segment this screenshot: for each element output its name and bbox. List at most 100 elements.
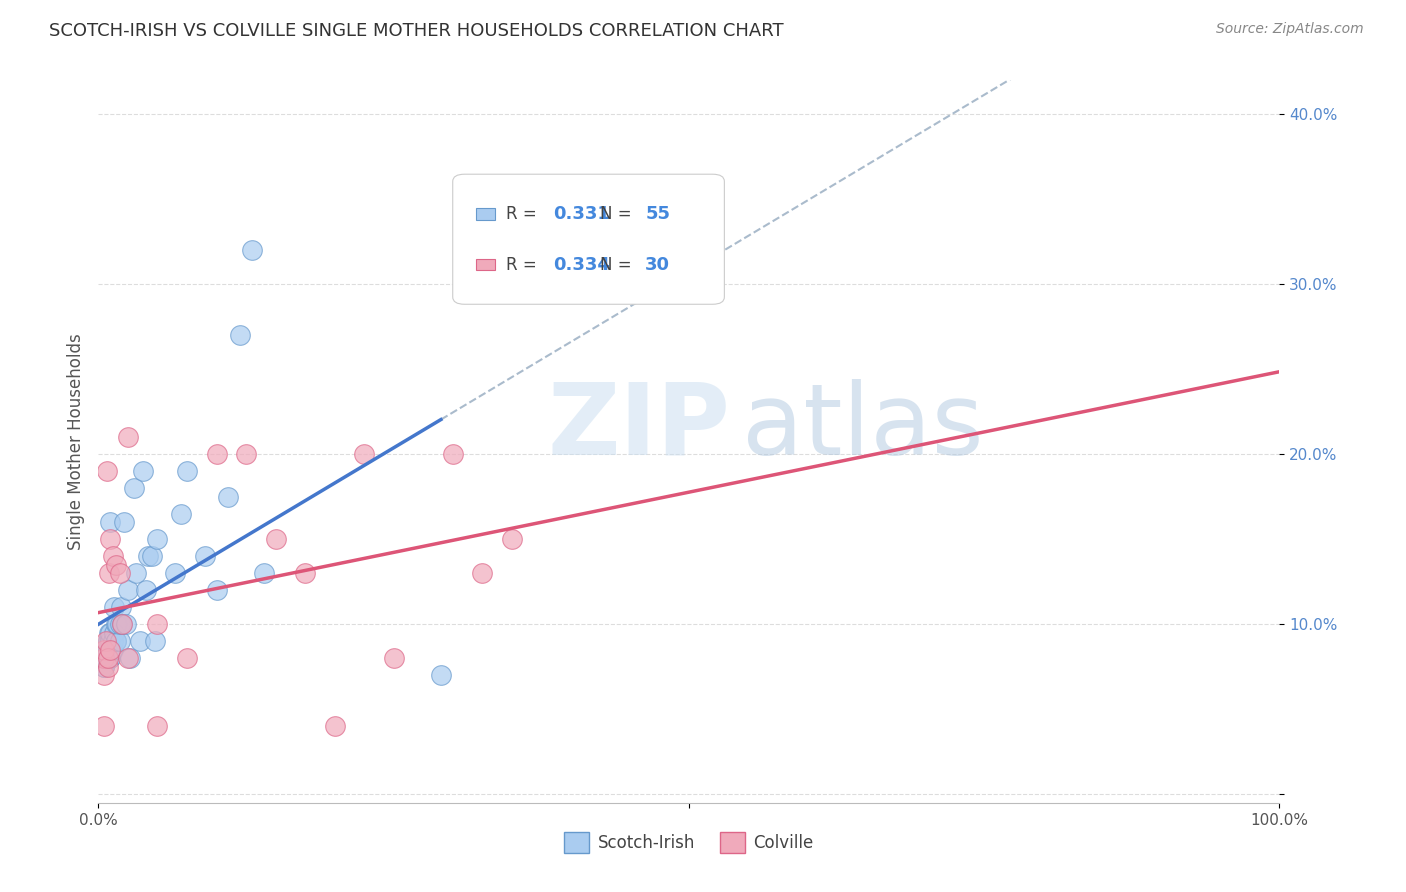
- Point: [93, 660, 115, 674]
- Text: 0.334: 0.334: [553, 255, 610, 274]
- Point: [125, 566, 148, 581]
- Text: 55: 55: [645, 205, 671, 223]
- Point: [93, 668, 115, 682]
- Point: [98, 651, 121, 665]
- Point: [93, 651, 115, 665]
- Point: [93, 651, 115, 665]
- FancyBboxPatch shape: [477, 259, 495, 270]
- Point: [98, 625, 121, 640]
- Text: N =: N =: [600, 205, 637, 223]
- FancyBboxPatch shape: [453, 174, 724, 304]
- Point: [108, 617, 131, 632]
- Point: [122, 481, 145, 495]
- Point: [430, 668, 453, 682]
- Point: [101, 642, 124, 657]
- Point: [323, 719, 346, 733]
- Point: [128, 634, 150, 648]
- Point: [93, 651, 115, 665]
- Text: R =: R =: [506, 205, 541, 223]
- Point: [111, 617, 134, 632]
- Point: [98, 651, 121, 665]
- Point: [176, 464, 198, 478]
- Text: Source: ZipAtlas.com: Source: ZipAtlas.com: [1216, 22, 1364, 37]
- Point: [94, 634, 117, 648]
- Point: [136, 549, 159, 564]
- Text: SCOTCH-IRISH VS COLVILLE SINGLE MOTHER HOUSEHOLDS CORRELATION CHART: SCOTCH-IRISH VS COLVILLE SINGLE MOTHER H…: [49, 22, 783, 40]
- Point: [471, 566, 494, 581]
- Point: [117, 583, 139, 598]
- Point: [111, 617, 134, 632]
- Point: [93, 642, 115, 657]
- Point: [105, 617, 128, 632]
- Point: [105, 617, 128, 632]
- Text: 30: 30: [645, 255, 671, 274]
- Point: [96, 464, 118, 478]
- Point: [194, 549, 217, 564]
- Point: [98, 516, 121, 530]
- Point: [264, 533, 287, 547]
- Point: [501, 533, 523, 547]
- Point: [441, 447, 464, 461]
- Point: [94, 651, 117, 665]
- Point: [97, 660, 120, 674]
- Point: [141, 549, 163, 564]
- Legend: Scotch-Irish, Colville: Scotch-Irish, Colville: [558, 826, 820, 860]
- Point: [229, 328, 252, 343]
- Point: [98, 634, 121, 648]
- Point: [101, 634, 124, 648]
- Point: [93, 651, 115, 665]
- Point: [240, 244, 263, 258]
- Point: [94, 642, 117, 657]
- Point: [98, 642, 121, 657]
- Point: [110, 600, 132, 615]
- Point: [170, 507, 193, 521]
- Text: N =: N =: [600, 255, 637, 274]
- Point: [112, 516, 135, 530]
- Point: [93, 642, 115, 657]
- Point: [98, 634, 121, 648]
- Point: [135, 583, 157, 598]
- Y-axis label: Single Mother Households: Single Mother Households: [66, 334, 84, 549]
- Point: [117, 651, 139, 665]
- Text: ZIP: ZIP: [547, 378, 730, 475]
- Point: [97, 642, 120, 657]
- Point: [353, 447, 375, 461]
- Point: [98, 625, 121, 640]
- Point: [205, 583, 228, 598]
- Point: [97, 634, 120, 648]
- Point: [120, 651, 142, 665]
- Point: [101, 549, 124, 564]
- Point: [108, 566, 131, 581]
- Point: [294, 566, 316, 581]
- FancyBboxPatch shape: [477, 208, 495, 219]
- Point: [146, 617, 169, 632]
- Text: 0.331: 0.331: [553, 205, 610, 223]
- Point: [117, 430, 139, 444]
- Point: [253, 566, 276, 581]
- Point: [146, 719, 169, 733]
- Point: [132, 464, 155, 478]
- Point: [105, 634, 128, 648]
- Point: [105, 558, 128, 572]
- Point: [108, 634, 131, 648]
- Point: [143, 634, 166, 648]
- Point: [165, 566, 187, 581]
- Point: [93, 719, 115, 733]
- Point: [217, 490, 239, 504]
- Point: [205, 447, 228, 461]
- Point: [103, 600, 125, 615]
- Point: [98, 566, 121, 581]
- Point: [98, 533, 121, 547]
- Point: [114, 617, 136, 632]
- Point: [96, 642, 118, 657]
- Point: [103, 625, 125, 640]
- Point: [97, 651, 120, 665]
- Point: [93, 660, 115, 674]
- Text: R =: R =: [506, 255, 541, 274]
- Point: [382, 651, 405, 665]
- Point: [146, 533, 169, 547]
- Point: [176, 651, 198, 665]
- Point: [105, 634, 128, 648]
- Point: [235, 447, 257, 461]
- Point: [97, 634, 120, 648]
